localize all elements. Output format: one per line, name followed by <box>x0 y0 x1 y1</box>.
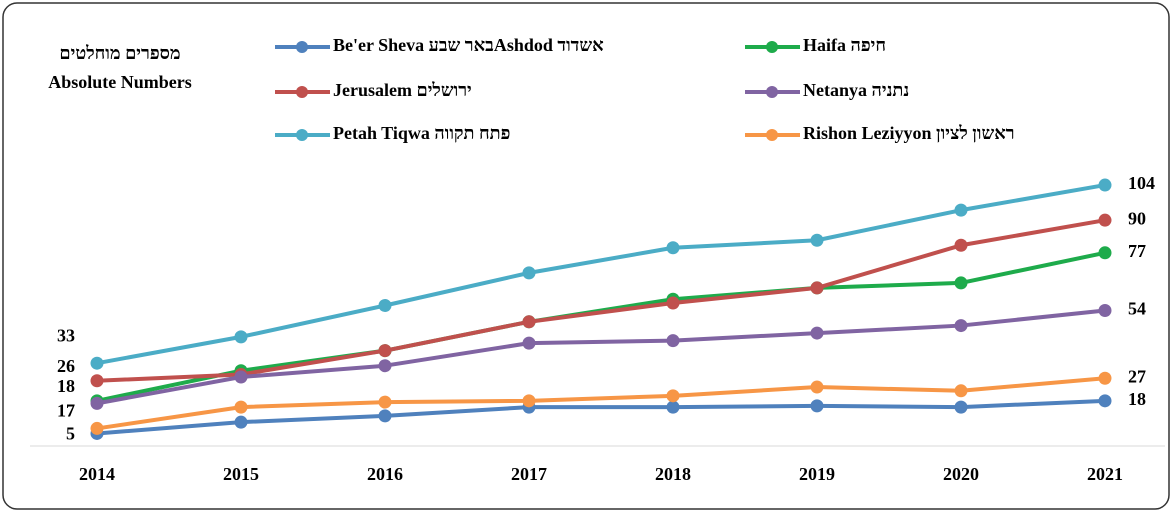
data-point <box>378 395 392 409</box>
data-label: 90 <box>1128 208 1146 228</box>
x-tick-label: 2016 <box>367 464 403 484</box>
series-line <box>96 218 1106 383</box>
data-point <box>90 374 104 388</box>
x-tick-label: 2019 <box>799 464 835 484</box>
legend-marker <box>766 129 778 141</box>
data-point <box>954 384 968 398</box>
data-point <box>522 315 536 329</box>
data-point <box>666 400 680 414</box>
data-point <box>378 298 392 312</box>
legend-marker <box>296 41 308 53</box>
data-point <box>810 281 824 295</box>
data-point <box>90 421 104 435</box>
data-point <box>378 344 392 358</box>
x-tick-label: 2015 <box>223 464 259 484</box>
data-point <box>234 370 248 384</box>
data-label: 7 <box>66 401 75 421</box>
data-point <box>810 233 824 247</box>
data-point <box>1098 213 1112 227</box>
data-point <box>1098 371 1112 385</box>
data-point <box>378 409 392 423</box>
data-point <box>954 203 968 217</box>
legend-marker <box>296 129 308 141</box>
data-point <box>522 394 536 408</box>
chart-subtitle: Absolute Numbers <box>48 72 192 92</box>
data-point <box>666 389 680 403</box>
legend-label: Netanya נתניה <box>803 80 909 100</box>
data-label: 18 <box>57 376 75 396</box>
data-label: 77 <box>1128 241 1146 261</box>
x-tick-label: 2014 <box>79 464 115 484</box>
data-label: 17 <box>57 400 75 420</box>
data-label: 104 <box>1128 173 1155 193</box>
data-point <box>522 266 536 280</box>
data-point <box>90 396 104 410</box>
data-label: 18 <box>1128 389 1146 409</box>
x-tick-label: 2018 <box>655 464 691 484</box>
series-line <box>96 398 1106 436</box>
data-label: 26 <box>57 356 75 376</box>
x-tick-label: 2021 <box>1087 464 1123 484</box>
data-point <box>1098 394 1112 408</box>
data-point <box>234 415 248 429</box>
x-tick-label: 2017 <box>511 464 547 484</box>
legend-marker <box>766 41 778 53</box>
chart-title: מספרים מוחלטים <box>59 43 180 63</box>
data-point <box>234 400 248 414</box>
legend-marker <box>296 86 308 98</box>
legend-label: Rishon Leziyyon ראשון לציון <box>803 123 1015 143</box>
series-line <box>96 308 1106 406</box>
legend-marker <box>766 86 778 98</box>
x-tick-label: 2020 <box>943 464 979 484</box>
data-point <box>666 334 680 348</box>
data-point <box>1098 304 1112 318</box>
legend-label: Haifa חיפה <box>803 35 886 55</box>
data-point <box>954 319 968 333</box>
data-point <box>810 326 824 340</box>
data-label: 54 <box>1128 299 1146 319</box>
legend-label: Petah Tiqwa פתח תקווה <box>333 123 510 143</box>
data-label: 27 <box>1128 366 1146 386</box>
series-line <box>96 376 1106 431</box>
data-point <box>522 336 536 350</box>
series-line <box>96 183 1106 366</box>
data-point <box>234 330 248 344</box>
data-point <box>666 296 680 310</box>
data-point <box>90 356 104 370</box>
data-point <box>1098 178 1112 192</box>
data-point <box>1098 246 1112 260</box>
data-point <box>954 276 968 290</box>
data-point <box>810 399 824 413</box>
data-point <box>954 238 968 252</box>
data-point <box>954 400 968 414</box>
data-point <box>378 359 392 373</box>
data-label: 33 <box>57 325 75 345</box>
data-point <box>810 380 824 394</box>
data-point <box>666 241 680 255</box>
legend-label: Jerusalem ירושלים <box>333 80 472 100</box>
legend-label: Be'er Sheva באר שבעAshdod אשדוד <box>333 35 604 55</box>
data-label: 5 <box>66 424 75 444</box>
